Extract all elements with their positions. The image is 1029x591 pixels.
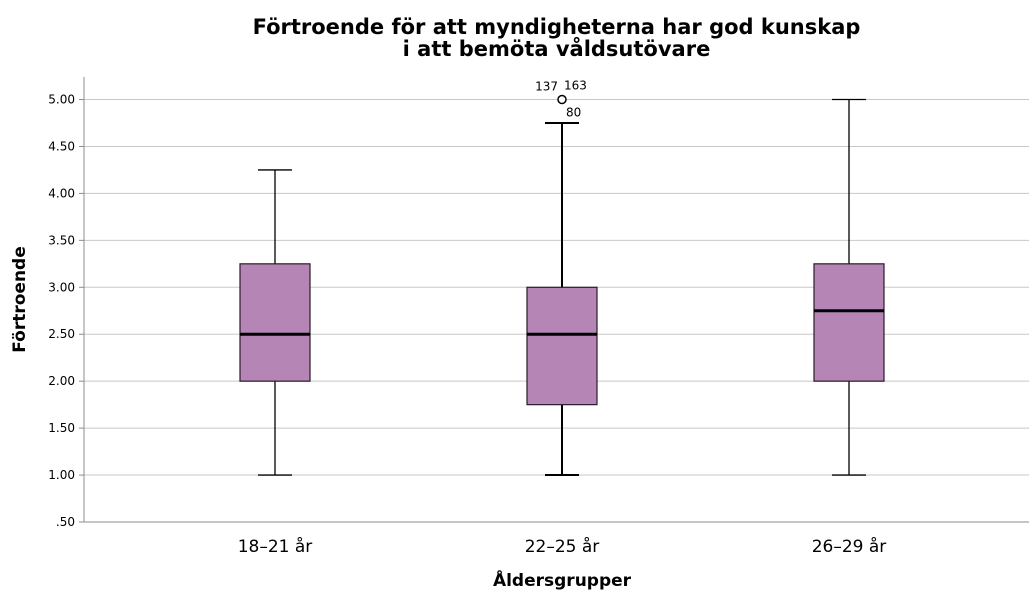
outlier-point: [557, 94, 567, 105]
y-axis-title: Förtroende: [10, 246, 30, 353]
outlier-label: 80: [566, 106, 581, 120]
chart-title-line-1: Förtroende för att myndigheterna har god…: [252, 15, 861, 39]
box-2: 137 163 80: [526, 79, 598, 477]
iqr-box: [239, 263, 311, 382]
outlier-label: 137: [535, 80, 558, 94]
y-tick-label: 5.00: [48, 93, 75, 107]
x-axis-title: Åldersgrupper: [493, 568, 632, 591]
iqr-box: [526, 286, 598, 406]
x-tick-label: 18–21 år: [238, 536, 313, 557]
x-tick-label: 22–25 år: [525, 536, 600, 557]
outlier-label: 163: [564, 79, 587, 93]
y-tick-label: 1.00: [48, 468, 75, 482]
labels: .50 1.00 1.50 2.00 2.50 3.00 3.50 4.00 4.50 5.00 1…: [10, 93, 886, 591]
y-tick-label: .50: [56, 515, 75, 529]
y-tick-label: 2.50: [48, 327, 75, 341]
y-tick-label: 3.00: [48, 280, 75, 294]
x-tick-label: 26–29 år: [812, 536, 887, 557]
box-1: [239, 169, 311, 476]
boxes: 137 163 80: [239, 79, 885, 477]
iqr-box: [813, 263, 885, 382]
y-tick-label: 1.50: [48, 421, 75, 435]
box-3: [813, 98, 885, 476]
y-tick-label: 4.50: [48, 139, 75, 153]
axes: [79, 77, 1029, 523]
y-tick-label: 2.00: [48, 374, 75, 388]
chart-title-line-2: i att bemöta våldsutövare: [402, 37, 711, 61]
y-tick-label: 3.50: [48, 233, 75, 247]
y-tick-label: 4.00: [48, 186, 75, 200]
